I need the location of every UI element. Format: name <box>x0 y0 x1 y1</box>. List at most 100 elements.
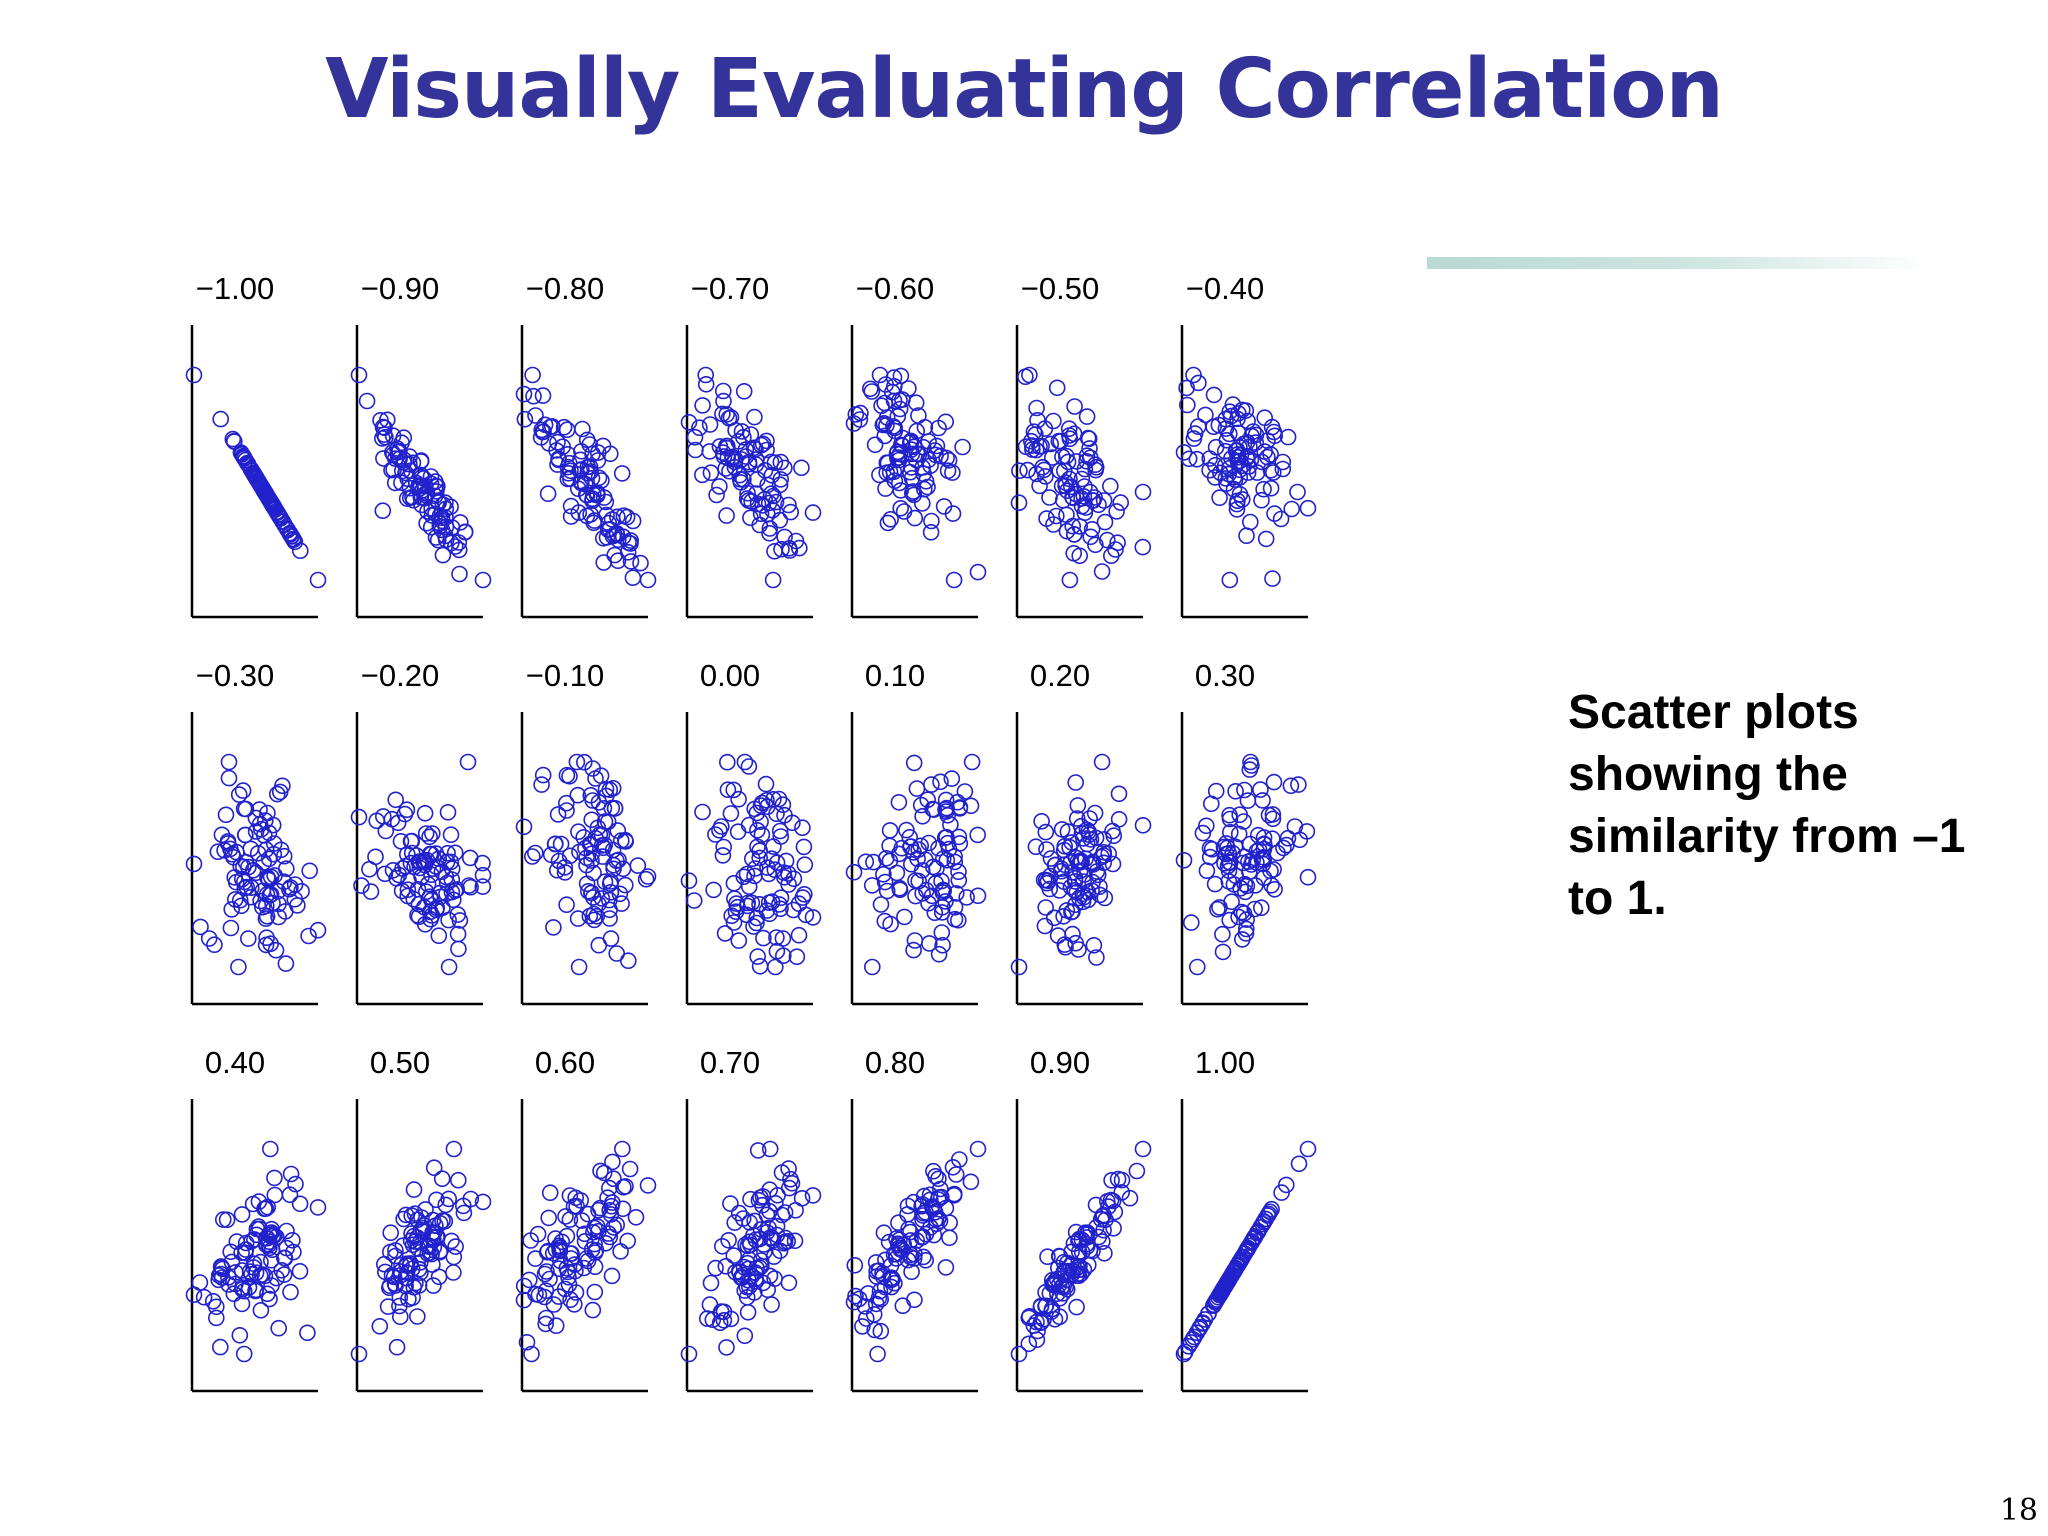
scatter-point <box>1254 855 1272 873</box>
scatter-point <box>619 1232 636 1250</box>
scatter-point <box>391 1297 408 1315</box>
scatter-panel: 0.40 <box>185 1045 327 1393</box>
scatter-point <box>863 877 881 894</box>
panel-label: −0.60 <box>856 271 934 306</box>
scatter-point <box>284 530 302 548</box>
scatter-point <box>876 394 894 412</box>
scatter-point <box>406 1205 424 1222</box>
scatter-point <box>923 776 940 793</box>
scatter-point <box>220 753 238 771</box>
scatter-point <box>236 879 254 897</box>
scatter-point <box>1088 949 1105 966</box>
scatter-point <box>1080 430 1098 447</box>
scatter-point <box>1238 527 1255 545</box>
scatter-point <box>421 828 438 846</box>
scatter-point <box>440 958 458 976</box>
scatter-point <box>711 478 728 495</box>
scatter-point <box>898 821 915 839</box>
scatter-point <box>776 528 793 546</box>
scatter-point <box>237 451 254 469</box>
scatter-point <box>714 382 732 400</box>
scatter-point <box>886 472 904 489</box>
scatter-point <box>687 441 704 459</box>
scatter-point <box>881 822 899 839</box>
scatter-point <box>385 446 402 463</box>
scatter-point <box>424 825 441 842</box>
scatter-point <box>527 1250 544 1267</box>
scatter-point <box>796 886 813 903</box>
panel-label: 0.90 <box>1030 1045 1090 1080</box>
scatter-point <box>235 1345 253 1363</box>
scatter-point <box>1228 1258 1246 1275</box>
scatter-point <box>745 439 763 457</box>
scatter-point <box>562 497 580 515</box>
scatter-point <box>715 1311 733 1329</box>
scatter-panel: −0.80 <box>515 271 657 619</box>
scatter-point <box>1244 851 1261 868</box>
scatter-point <box>749 1142 767 1159</box>
scatter-point <box>1221 810 1239 828</box>
scatter-point <box>1037 468 1054 485</box>
scatter-point <box>711 822 728 839</box>
scatter-point <box>772 453 790 471</box>
scatter-point <box>278 1222 295 1240</box>
panel-label: 0.10 <box>865 658 925 693</box>
scatter-point <box>935 882 952 900</box>
scatter-point <box>742 1190 759 1208</box>
scatter-point <box>941 1229 958 1247</box>
scatter-point <box>1232 879 1249 897</box>
scatter-point <box>541 1184 559 1201</box>
scatter-point <box>1073 470 1091 488</box>
scatter-point <box>892 367 910 385</box>
scatter-point <box>926 904 944 922</box>
scatter-point <box>1051 882 1068 899</box>
scatter-point <box>730 1263 748 1280</box>
scatter-point <box>718 437 735 455</box>
scatter-point <box>412 1254 429 1271</box>
scatter-point <box>428 1191 445 1209</box>
scatter-point <box>1188 958 1206 976</box>
scatter-point <box>738 490 756 507</box>
scatter-point <box>1182 1334 1200 1351</box>
scatter-point <box>1043 449 1061 466</box>
scatter-point <box>393 882 411 900</box>
scatter-point <box>1065 544 1082 562</box>
scatter-point <box>516 410 534 428</box>
scatter-point <box>220 769 238 787</box>
scatter-point <box>270 1319 287 1337</box>
scatter-point <box>1283 500 1300 518</box>
scatter-point <box>455 1204 473 1222</box>
scatter-point <box>756 1243 773 1260</box>
scatter-point <box>403 1207 420 1224</box>
scatter-point <box>263 1251 280 1269</box>
scatter-point <box>239 456 257 473</box>
scatter-point <box>752 813 769 830</box>
scatter-point <box>185 366 203 384</box>
scatter-point <box>389 814 407 832</box>
scatter-point <box>260 824 278 842</box>
scatter-point <box>804 504 822 521</box>
scatter-point <box>627 1209 645 1226</box>
scatter-point <box>877 376 895 393</box>
scatter-point <box>757 775 775 793</box>
scatter-point <box>1100 845 1117 862</box>
scatter-point <box>1197 406 1214 424</box>
scatter-point <box>905 1250 923 1267</box>
scatter-point <box>225 1285 243 1303</box>
scatter-point <box>1027 426 1044 443</box>
scatter-point <box>914 885 931 902</box>
scatter-point <box>946 853 964 871</box>
scatter-point <box>726 1214 743 1231</box>
scatter-point <box>969 826 986 844</box>
scatter-point <box>740 878 758 895</box>
scatter-point <box>450 940 467 958</box>
scatter-point <box>1178 379 1195 397</box>
scatter-point <box>595 529 612 547</box>
scatter-point <box>617 831 634 849</box>
scatter-point <box>223 1253 241 1271</box>
scatter-point <box>612 1243 629 1260</box>
scatter-point <box>1231 806 1248 823</box>
scatter-point <box>561 454 578 472</box>
scatter-point <box>590 936 608 954</box>
scatter-point <box>896 908 913 926</box>
